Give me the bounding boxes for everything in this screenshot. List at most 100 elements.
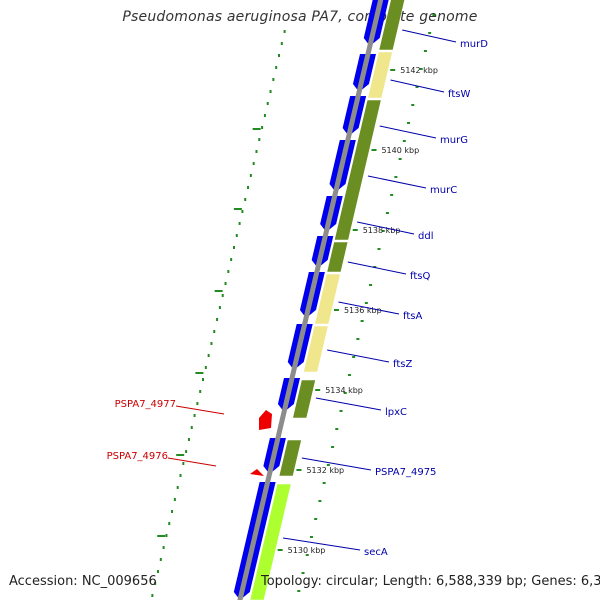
gene-label-leader [402, 29, 457, 43]
gc-mark [275, 66, 278, 69]
gene-label-leader [367, 175, 427, 189]
gc-mark [309, 536, 313, 538]
scale-tick-label: 5136 kbp [344, 306, 382, 315]
category-segment [367, 51, 393, 99]
gc-mark [165, 534, 168, 537]
gc-mark [249, 174, 252, 177]
gc-mark [204, 366, 207, 369]
gc-mark [394, 176, 398, 178]
gene-labels: murD ftsW murG murC ddl ftsQ ftsA ftsZ lpxC PSPA7… [107, 29, 488, 558]
gene-label-ddl[interactable]: ddl [418, 231, 433, 242]
gc-mark [364, 302, 368, 304]
gene-label-leader [338, 301, 400, 315]
feature-category-track [249, 0, 405, 600]
gc-mark [419, 68, 423, 70]
gc-mark [244, 198, 247, 201]
gc-mark [224, 282, 227, 285]
gc-mark [218, 306, 221, 309]
gc-mark [402, 140, 406, 142]
gene-label-ftsq[interactable]: ftsQ [410, 271, 430, 282]
gene-label-murc[interactable]: murC [430, 185, 457, 196]
gc-mark [263, 114, 266, 117]
gc-mark [266, 102, 269, 105]
gc-mark [171, 510, 174, 513]
gene-label-leader [390, 79, 445, 93]
gene-label-leader [283, 537, 361, 551]
gene-label-pspa7_4975[interactable]: PSPA7_4975 [375, 467, 436, 478]
gc-mark [216, 318, 219, 321]
gene-label-leader [315, 397, 382, 411]
gc-mark [280, 42, 283, 45]
gc-mark [252, 128, 261, 130]
gc-mark [221, 294, 224, 297]
cds-arrow-reverse [250, 469, 264, 476]
gc-mark [151, 594, 154, 597]
gene-label-murd[interactable]: murD [460, 39, 488, 50]
gc-mark [247, 186, 250, 189]
gc-mark [356, 338, 360, 340]
gc-mark [227, 270, 230, 273]
gc-mark [407, 122, 411, 124]
scale-tick-label: 5134 kbp [325, 386, 363, 395]
gene-label-leader [167, 457, 217, 467]
gc-mark [377, 248, 381, 250]
gc-mark [423, 50, 427, 52]
gc-mark [381, 230, 385, 232]
gene-label-ftsa[interactable]: ftsA [403, 311, 422, 322]
gene-label-leader [327, 349, 390, 363]
gc-mark [173, 498, 176, 501]
gc-mark [252, 162, 255, 165]
scale-ticks: 5142 kbp 5140 kbp 5138 kbp 5136 kbp 5134 kbp… [277, 66, 438, 555]
gc-mark [214, 290, 223, 292]
cds-arrow-reverse [259, 410, 272, 430]
gc-mark [176, 454, 185, 456]
gc-mark [411, 104, 415, 106]
gc-mark [168, 522, 171, 525]
gc-mark [277, 54, 280, 57]
gc-mark [326, 464, 330, 466]
gene-label-pspa7_4976[interactable]: PSPA7_4976 [107, 451, 168, 462]
gc-mark [261, 126, 264, 129]
gene-label-leader [379, 125, 437, 139]
gene-label-pspa7_4977[interactable]: PSPA7_4977 [115, 399, 176, 410]
gc-mark [159, 558, 162, 561]
gc-mark [176, 486, 179, 489]
gc-mark [301, 572, 305, 574]
gc-mark [331, 446, 335, 448]
gc-mark [187, 438, 190, 441]
scale-tick-label: 5132 kbp [306, 466, 344, 475]
gc-mark [373, 266, 377, 268]
gc-mark [343, 392, 347, 394]
gc-mark [230, 258, 233, 261]
gc-mark [154, 582, 157, 585]
gc-mark [255, 150, 258, 153]
scale-tick-label: 5140 kbp [381, 146, 419, 155]
scale-tick-label: 5130 kbp [288, 546, 326, 555]
backbone-line [237, 0, 384, 600]
gc-mark [390, 194, 394, 196]
category-segment [249, 483, 292, 600]
gc-mark [369, 284, 373, 286]
gc-mark [196, 402, 199, 405]
gc-mark [385, 212, 389, 214]
accession-text: Accession: NC_009656 [9, 574, 157, 589]
gc-mark [297, 590, 301, 592]
gc-mark [352, 356, 356, 358]
scale-tick-label: 5142 kbp [400, 66, 438, 75]
gene-label-ftsw[interactable]: ftsW [448, 89, 470, 100]
gc-mark [432, 14, 436, 16]
gc-mark [238, 222, 241, 225]
gene-label-lpxc[interactable]: lpxC [385, 407, 407, 418]
category-segment [333, 99, 382, 241]
gc-mark [235, 234, 238, 237]
gc-mark [207, 354, 210, 357]
gene-label-leader [347, 261, 407, 275]
gc-mark [199, 390, 202, 393]
gc-mark [305, 554, 309, 556]
gene-label-murg[interactable]: murG [440, 135, 468, 146]
gene-label-ftsz[interactable]: ftsZ [393, 359, 412, 370]
gene-label-seca[interactable]: secA [364, 547, 388, 558]
gc-mark [269, 90, 272, 93]
scale-tick-label: 5138 kbp [363, 226, 401, 235]
gc-mark [185, 450, 188, 453]
